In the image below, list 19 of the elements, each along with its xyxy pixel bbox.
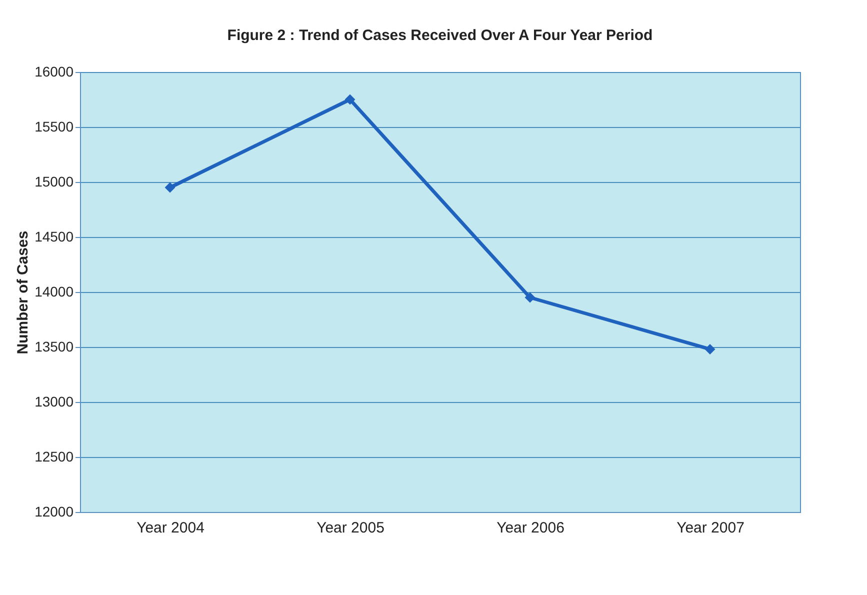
y-tick-label: 14500 (34, 228, 74, 244)
x-tick-label: Year 2004 (136, 520, 204, 536)
x-tick-label: Year 2005 (316, 520, 384, 536)
y-axis-title: Number of Cases (14, 230, 32, 354)
y-tick-label: 16000 (34, 64, 74, 80)
y-tick-label: 15000 (34, 174, 74, 190)
y-tick-label: 12000 (34, 504, 74, 520)
y-tick-label: 13000 (34, 394, 74, 410)
y-tick-label: 14000 (34, 284, 74, 300)
chart-title: Figure 2 : Trend of Cases Received Over A Four Year Period (227, 27, 653, 44)
y-tick-label: 15500 (34, 118, 74, 134)
y-tick-label: 12500 (34, 448, 74, 464)
point (704, 344, 716, 354)
point (164, 182, 176, 193)
x-tick-label: Year 2007 (676, 520, 744, 536)
x-tick-label: Year 2006 (496, 520, 564, 536)
y-tick-label: 13500 (34, 338, 74, 354)
point (524, 292, 536, 303)
point (344, 94, 356, 105)
